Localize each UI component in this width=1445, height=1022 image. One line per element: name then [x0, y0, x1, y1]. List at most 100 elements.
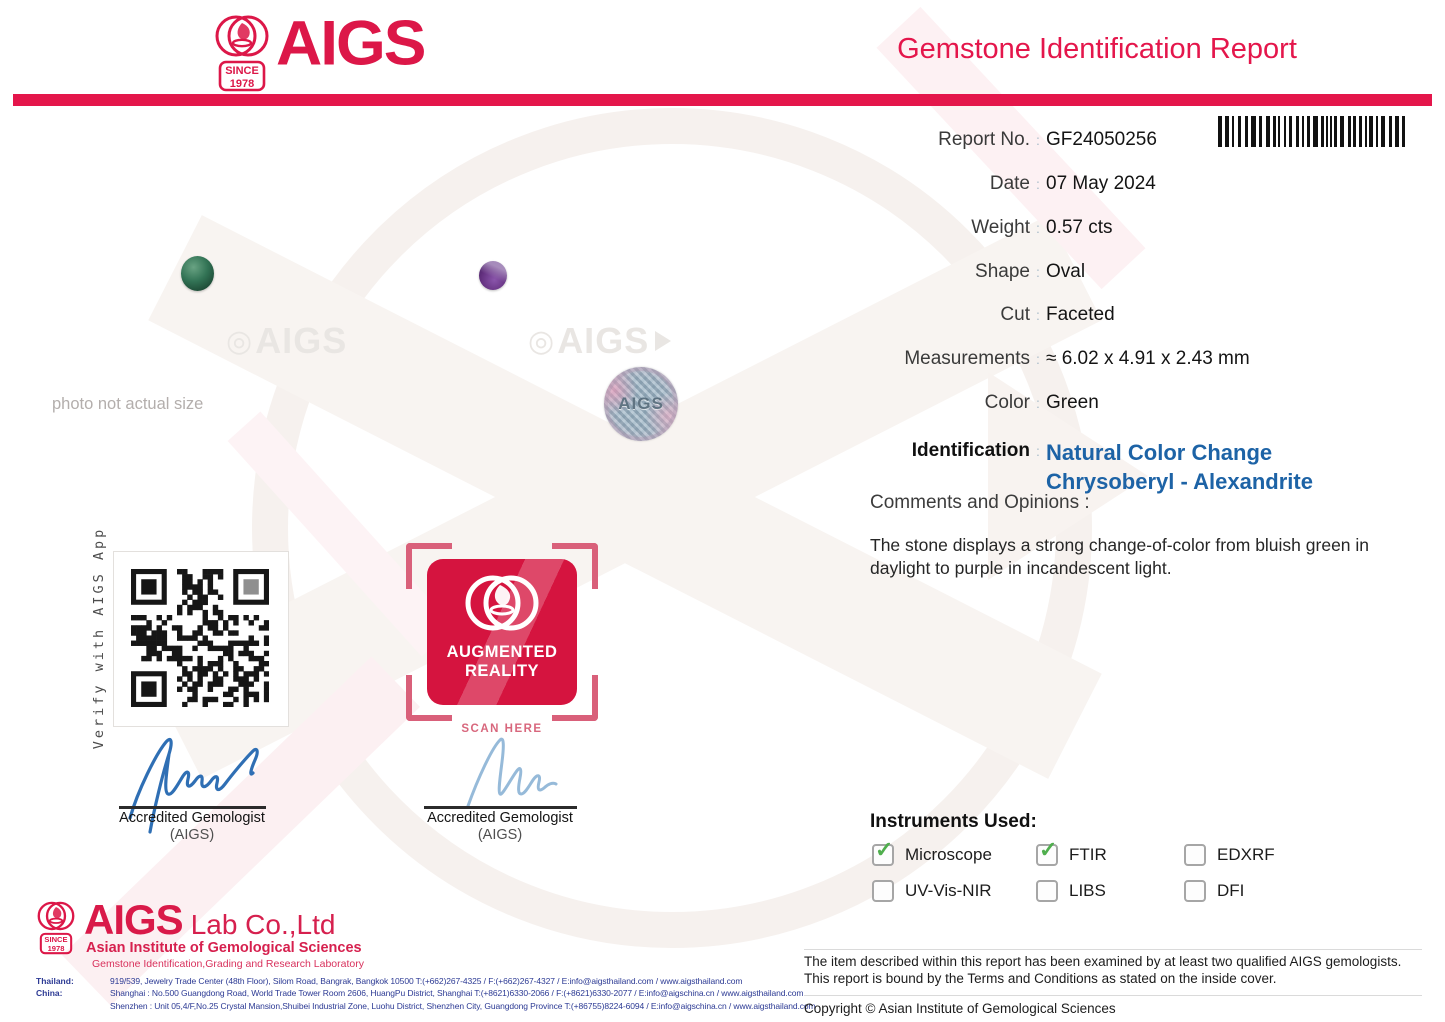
address-row-thailand: Thailand: 919/539, Jewelry Trade Center …: [36, 975, 816, 987]
gemologist-org: (AIGS): [477, 826, 523, 843]
footer-brand: AIGS Lab Co.,Ltd: [84, 896, 335, 944]
checkbox-edxrf: [1184, 844, 1206, 866]
field-colon: :: [1036, 307, 1040, 323]
aigs-lens-icon: [465, 575, 539, 631]
field-value: Faceted: [1046, 304, 1115, 325]
field-colon: :: [1036, 132, 1040, 148]
ar-red-square: AUGMENTED REALITY: [427, 559, 577, 705]
gemologist-title: Accredited Gemologist: [427, 810, 573, 826]
gem-photo-daylight: [181, 256, 214, 291]
gemologist-signature: [466, 737, 558, 808]
detail-row-color: Color : Green: [870, 392, 1445, 414]
ar-line1: AUGMENTED: [446, 643, 558, 661]
instrument-label: UV-Vis-NIR: [905, 881, 992, 900]
field-label: Weight: [971, 217, 1030, 238]
field-label: Report No.: [938, 129, 1030, 150]
photo-size-note: photo not actual size: [52, 395, 204, 413]
footer-brand-suffix: Lab Co.,Ltd: [190, 909, 336, 940]
instrument-label: DFI: [1217, 881, 1245, 900]
footer-divider: [804, 995, 1422, 996]
signature-caption: Accredited Gemologist (AIGS): [92, 810, 292, 843]
checkbox-microscope: [872, 837, 894, 866]
signature-caption: Accredited Gemologist (AIGS): [400, 810, 600, 843]
field-label: Identification: [911, 440, 1030, 461]
detail-row-shape: Shape : Oval: [870, 261, 1445, 283]
footer-institute-name: Asian Institute of Gemological Sciences: [86, 940, 362, 956]
footer-lab-description: Gemstone Identification,Grading and Rese…: [92, 958, 364, 970]
field-value: 07 May 2024: [1046, 173, 1156, 194]
ghost-text: AIGS: [255, 320, 348, 361]
field-value: ≈ 6.02 x 4.91 x 2.43 mm: [1046, 348, 1250, 369]
gemologist-title: Accredited Gemologist: [119, 810, 265, 826]
year-text: 1978: [230, 78, 254, 90]
header-divider: [13, 94, 1432, 106]
field-value: Green: [1046, 392, 1099, 413]
instrument-ftir: FTIR: [1036, 837, 1184, 866]
aigs-emblem-ghost-icon: ◎: [528, 325, 556, 358]
since-text: SINCE: [225, 65, 259, 77]
field-label: Color: [984, 392, 1030, 413]
disclaimer-text: The item described within this report ha…: [804, 954, 1444, 988]
address-text: Shenzhen : Unit 05,4/F,No.25 Crystal Man…: [110, 1000, 816, 1011]
page-title: Gemstone Identification Report: [897, 33, 1297, 65]
field-label: Measurements: [904, 348, 1030, 369]
field-colon: :: [1036, 220, 1040, 236]
copyright-text: Copyright © Asian Institute of Gemologic…: [804, 1001, 1116, 1016]
viewfinder-bracket-icon: [406, 543, 452, 589]
ar-line2: REALITY: [464, 661, 540, 680]
augmented-reality-badge: AUGMENTED REALITY SCAN HERE: [406, 543, 598, 735]
hologram-text: AIGS: [618, 394, 664, 413]
instrument-edxrf: EDXRF: [1184, 844, 1354, 866]
comments-heading: Comments and Opinions :: [870, 492, 1090, 513]
checkbox-libs: [1036, 880, 1058, 902]
address-country-label: China:: [36, 988, 63, 999]
field-colon: :: [1036, 443, 1040, 459]
watermark-arrow: [988, 372, 1148, 580]
checkbox-ftir: [1036, 837, 1058, 866]
gem-photo-incandescent: [479, 261, 507, 290]
viewfinder-bracket-icon: [406, 675, 452, 721]
verify-vertical-label: Verify with AIGS App: [91, 526, 107, 750]
field-label: Cut: [1000, 304, 1030, 325]
detail-row-report-no: Report No. : GF24050256: [870, 129, 1445, 151]
aigs-emblem-logo-small: SINCE 1978: [36, 898, 76, 961]
since-text: SINCE: [44, 935, 67, 944]
gemologist-org: (AIGS): [169, 826, 215, 843]
instrument-libs: LIBS: [1036, 880, 1184, 902]
disclaimer-line: This report is bound by the Terms and Co…: [804, 970, 1277, 986]
field-colon: :: [1036, 351, 1040, 367]
ghost-arrow-icon: [655, 331, 671, 351]
aigs-ghost-watermark: ◎AIGS: [226, 320, 347, 362]
field-colon: :: [1036, 395, 1040, 411]
ghost-text: AIGS: [557, 320, 650, 361]
field-value: 0.57 cts: [1046, 217, 1113, 238]
aigs-wordmark: AIGS: [276, 7, 426, 79]
checkbox-uv-vis-nir: [872, 880, 894, 902]
aigs-ghost-watermark: ◎AIGS: [528, 320, 649, 362]
detail-row-identification: Identification : Natural Color Change Ch…: [870, 440, 1445, 496]
qr-code: [113, 551, 289, 727]
field-value: Oval: [1046, 261, 1086, 282]
instrument-label: FTIR: [1069, 845, 1107, 864]
instrument-dfi: DFI: [1184, 880, 1354, 902]
field-colon: :: [1036, 176, 1040, 192]
detail-row-measurements: Measurements : ≈ 6.02 x 4.91 x 2.43 mm: [870, 348, 1445, 370]
detail-row-weight: Weight : 0.57 cts: [870, 217, 1445, 239]
aigs-emblem-logo: SINCE 1978: [213, 10, 271, 99]
signature-line: [119, 806, 266, 809]
gemologist-signature: [128, 737, 259, 834]
address-text: 919/539, Jewelry Trade Center (48th Floo…: [110, 976, 743, 986]
year-text: 1978: [48, 944, 65, 953]
checkbox-dfi: [1184, 880, 1206, 902]
footer-addresses: Thailand: 919/539, Jewelry Trade Center …: [36, 975, 816, 1012]
detail-row-date: Date : 07 May 2024: [870, 173, 1445, 195]
signature-line: [424, 806, 577, 809]
detail-row-cut: Cut : Faceted: [870, 304, 1445, 326]
comments-text: The stone displays a strong change-of-co…: [870, 535, 1370, 579]
report-barcode: [1218, 116, 1412, 147]
field-colon: :: [1036, 264, 1040, 280]
field-value: GF24050256: [1046, 129, 1157, 150]
scan-here-label: SCAN HERE: [461, 723, 543, 735]
viewfinder-bracket-icon: [552, 543, 598, 589]
instruments-grid: Microscope FTIR EDXRF UV-Vis-NIR LIBS DF…: [872, 837, 1354, 902]
